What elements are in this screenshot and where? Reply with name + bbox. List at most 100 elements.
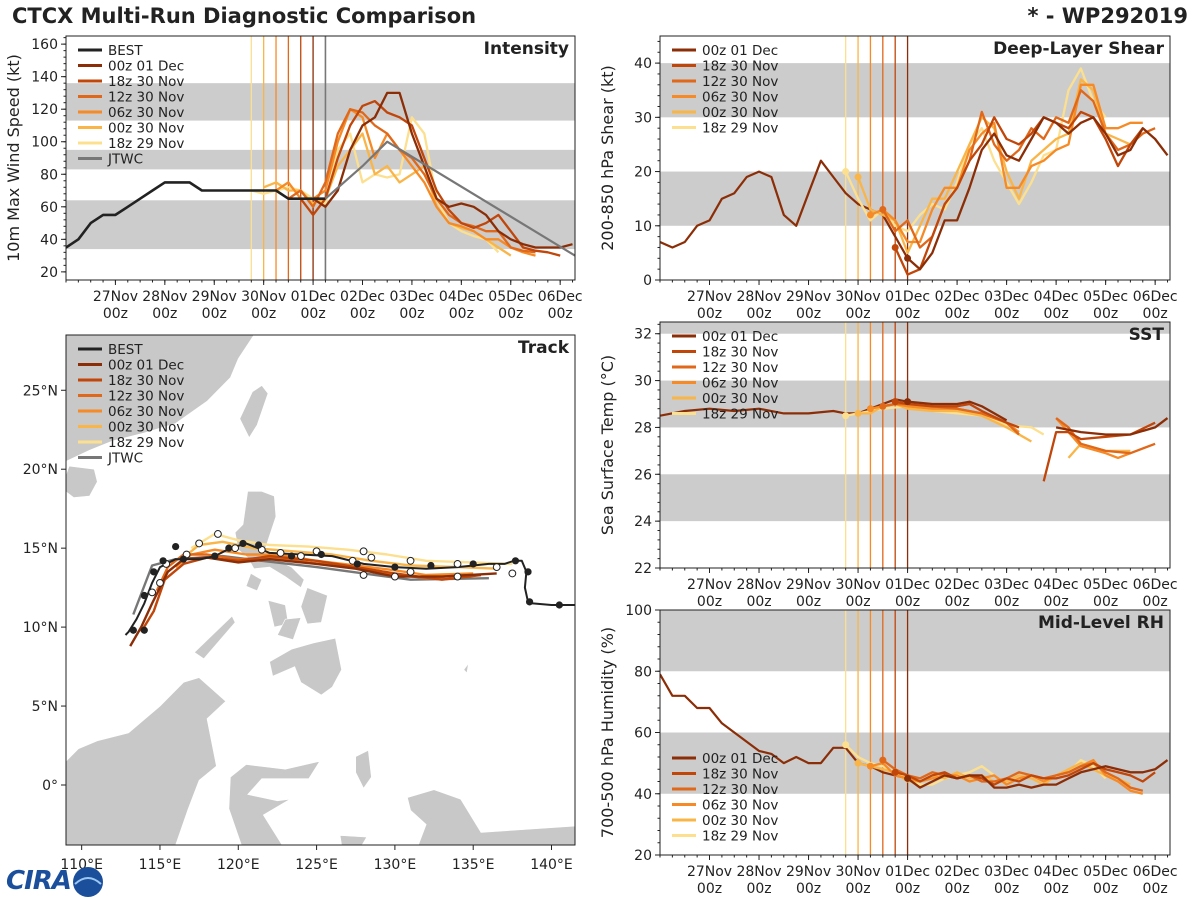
legend-label: 18z 30 Nov bbox=[108, 74, 184, 90]
x-tick-label: 27Nov bbox=[687, 577, 732, 593]
legend-label: 18z 30 Nov bbox=[108, 373, 184, 389]
sulawesi-landmass bbox=[228, 760, 321, 845]
best-position-marker bbox=[150, 568, 158, 576]
x-tick-label: 03Dec bbox=[984, 864, 1029, 880]
best-position-marker bbox=[129, 626, 137, 634]
y-tick-label: 40 bbox=[634, 787, 652, 803]
best-position-marker bbox=[511, 557, 520, 565]
lon-tick-label: 130°E bbox=[374, 857, 417, 873]
init-point bbox=[842, 741, 850, 749]
y-tick-label: 20 bbox=[634, 848, 652, 864]
shaded-band bbox=[660, 171, 1170, 226]
y-tick-label: 60 bbox=[634, 726, 652, 742]
cira-logo: CIRA bbox=[6, 866, 72, 896]
best-position-marker bbox=[391, 563, 399, 571]
x-tick-label: 04Dec bbox=[1034, 577, 1079, 593]
x-tick-label: 01Dec bbox=[291, 289, 336, 305]
shaded-band bbox=[66, 83, 575, 121]
y-tick-label: 80 bbox=[634, 664, 652, 680]
legend-label: 00z 01 Dec bbox=[702, 751, 778, 767]
shaded-band bbox=[660, 610, 1170, 672]
x-tick-label: 00z bbox=[746, 881, 771, 897]
hainan-landmass bbox=[66, 465, 98, 498]
y-tick-label: 30 bbox=[634, 374, 652, 390]
forecast-position-marker bbox=[276, 548, 285, 557]
x-tick-label: 04Dec bbox=[1034, 289, 1079, 305]
y-tick-label: 26 bbox=[634, 467, 652, 483]
legend-label: JTWC bbox=[107, 152, 143, 168]
y-axis-label: 10m Max Wind Speed (kt) bbox=[4, 54, 23, 262]
x-tick-label: 00z bbox=[498, 306, 523, 322]
x-tick-label: 30Nov bbox=[241, 289, 286, 305]
legend-label: 00z 01 Dec bbox=[108, 358, 184, 374]
legend-label: JTWC bbox=[107, 451, 143, 467]
plot-body bbox=[660, 322, 1170, 568]
x-tick-label: 04Dec bbox=[1034, 864, 1079, 880]
x-tick-label: 00z bbox=[746, 594, 771, 610]
forecast-position-marker bbox=[231, 544, 240, 553]
legend-label: BEST bbox=[108, 342, 143, 358]
panel-track: 110°E 115°E 120°E 125°E 130°E 135°E 140°E0°5°N… bbox=[23, 334, 576, 873]
x-tick-label: 00z bbox=[1093, 306, 1118, 322]
y-tick-label: 60 bbox=[40, 200, 58, 216]
y-tick-label: 100 bbox=[31, 135, 58, 151]
panel-shear: 01020304027Nov00z28Nov00z29Nov00z30Nov00… bbox=[598, 35, 1178, 322]
shaded-band bbox=[660, 474, 1170, 522]
lat-tick-label: 10°N bbox=[23, 620, 58, 636]
panel-sst: 22242628303227Nov00z28Nov00z29Nov00z30No… bbox=[598, 321, 1178, 610]
forecast-position-marker bbox=[406, 567, 415, 576]
series-line bbox=[906, 759, 1169, 789]
x-tick-label: 02Dec bbox=[935, 864, 980, 880]
legend-label: 12z 30 Nov bbox=[108, 389, 184, 405]
x-tick-label: 27Nov bbox=[687, 289, 732, 305]
x-tick-label: 00z bbox=[796, 594, 821, 610]
x-tick-label: 00z bbox=[1044, 881, 1069, 897]
forecast-position-marker bbox=[453, 572, 462, 581]
storm-id: * - WP292019 bbox=[1027, 4, 1188, 28]
forecast-position-marker bbox=[508, 569, 517, 578]
y-tick-label: 20 bbox=[40, 265, 58, 281]
y-tick-label: 160 bbox=[31, 37, 58, 53]
best-position-marker bbox=[211, 552, 219, 560]
x-tick-label: 06Dec bbox=[538, 289, 583, 305]
x-tick-label: 05Dec bbox=[1083, 864, 1128, 880]
series-line bbox=[894, 110, 1144, 276]
x-tick-label: 00z bbox=[548, 306, 573, 322]
x-tick-label: 06Dec bbox=[1133, 289, 1178, 305]
x-tick-label: 28Nov bbox=[736, 577, 781, 593]
x-tick-label: 00z bbox=[945, 881, 970, 897]
y-axis-label: 700-500 hPa Humidity (%) bbox=[598, 627, 617, 838]
x-tick-label: 27Nov bbox=[687, 864, 732, 880]
x-tick-label: 06Dec bbox=[1133, 577, 1178, 593]
legend-label: 06z 30 Nov bbox=[108, 404, 184, 420]
lat-tick-label: 25°N bbox=[23, 383, 58, 399]
lat-tick-label: 20°N bbox=[23, 462, 58, 478]
best-position-marker bbox=[225, 544, 233, 552]
shaded-band bbox=[66, 149, 575, 170]
best-position-marker bbox=[524, 568, 532, 576]
series-line bbox=[894, 761, 1156, 786]
legend-label: 00z 01 Dec bbox=[702, 329, 778, 345]
lon-tick-label: 125°E bbox=[295, 857, 338, 873]
x-tick-label: 00z bbox=[994, 881, 1019, 897]
legend-label: 18z 29 Nov bbox=[108, 435, 184, 451]
palawan-landmass bbox=[193, 615, 236, 660]
panel-title: Intensity bbox=[484, 39, 569, 59]
x-tick-label: 29Nov bbox=[192, 289, 237, 305]
legend-label: 00z 30 Nov bbox=[702, 813, 778, 829]
forecast-position-marker bbox=[156, 578, 164, 587]
x-tick-label: 00z bbox=[796, 881, 821, 897]
x-tick-label: 02Dec bbox=[340, 289, 385, 305]
lat-tick-label: 5°N bbox=[32, 699, 58, 715]
x-tick-label: 00z bbox=[1044, 306, 1069, 322]
init-point bbox=[879, 206, 887, 214]
panel-rh: 2040608010027Nov00z28Nov00z29Nov00z30Nov… bbox=[598, 603, 1178, 897]
panel-title: Track bbox=[518, 338, 570, 358]
y-tick-label: 30 bbox=[634, 110, 652, 126]
x-tick-label: 30Nov bbox=[835, 289, 880, 305]
x-tick-label: 00z bbox=[895, 594, 920, 610]
init-point bbox=[879, 756, 887, 764]
legend-label: 18z 29 Nov bbox=[702, 121, 778, 137]
mindanao-landmass bbox=[269, 637, 342, 696]
x-tick-label: 00z bbox=[399, 306, 424, 322]
